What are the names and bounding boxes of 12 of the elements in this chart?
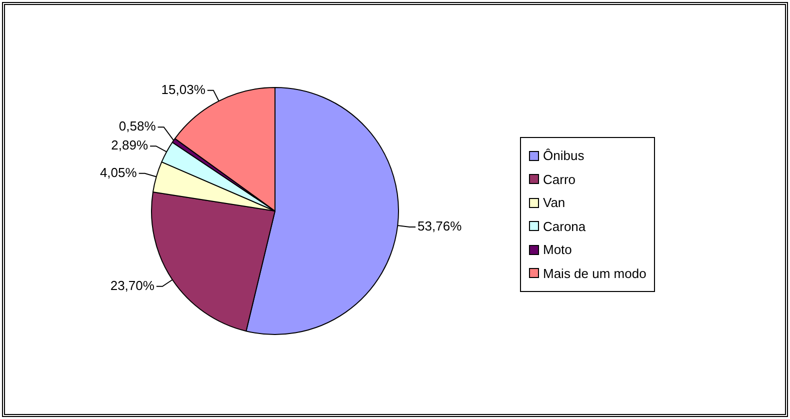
legend-label: Carro	[542, 170, 577, 189]
legend-label: Moto	[542, 241, 573, 260]
legend-label: Carona	[542, 218, 587, 236]
data-label: 53,76%	[418, 218, 462, 234]
data-label: 0,58%	[118, 118, 156, 134]
data-label: 4,05%	[100, 164, 138, 180]
legend-label: Van	[542, 194, 566, 212]
data-label: 2,89%	[111, 138, 148, 153]
data-label: 23,70%	[110, 278, 155, 294]
data-label: 15,03%	[161, 82, 206, 97]
legend-label: Ônibus	[542, 147, 586, 166]
legend-label: Mais de um modo	[542, 264, 646, 283]
